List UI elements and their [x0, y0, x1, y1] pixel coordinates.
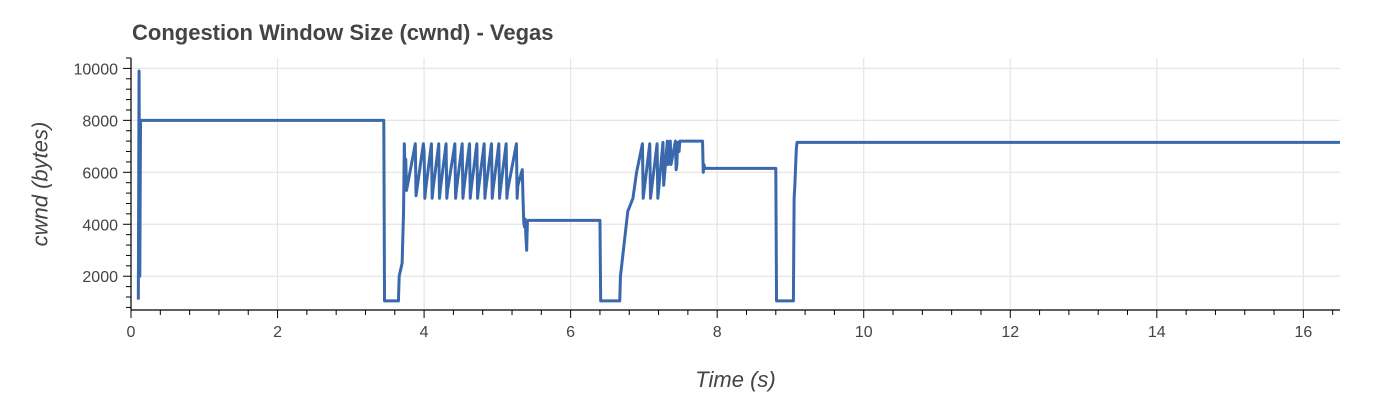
chart-title: Congestion Window Size (cwnd) - Vegas	[132, 20, 554, 45]
y-tick-label: 10000	[74, 61, 119, 78]
y-tick-label: 2000	[82, 269, 118, 286]
y-tick-label: 4000	[82, 217, 118, 234]
y-tick-label: 8000	[82, 113, 118, 130]
x-tick-label: 14	[1148, 324, 1166, 341]
grid	[130, 58, 1340, 310]
x-axis-label: Time (s)	[695, 367, 775, 392]
x-tick-label: 8	[713, 324, 722, 341]
x-tick-label: 6	[566, 324, 575, 341]
x-tick-label: 12	[1001, 324, 1019, 341]
series-line-cwnd	[136, 69, 1340, 303]
axes: 0 2 4 6 8 10 12 14 16 2000 4000 6000 8000 10000	[74, 57, 1340, 341]
plot-area	[131, 58, 1340, 310]
x-tick-label: 16	[1294, 324, 1312, 341]
y-axis-label: cwnd (bytes)	[28, 122, 53, 247]
x-tick-label: 2	[273, 324, 282, 341]
x-tick-label: 10	[855, 324, 873, 341]
x-tick-label: 4	[420, 324, 429, 341]
x-tick-label: 0	[127, 324, 136, 341]
y-tick-label: 6000	[82, 165, 118, 182]
